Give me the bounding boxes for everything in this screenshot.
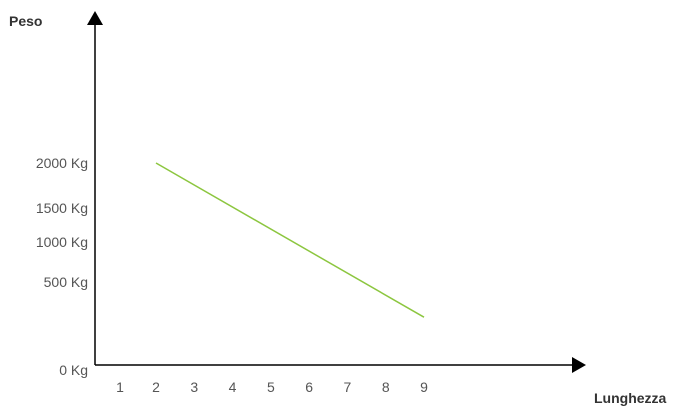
x-axis-title: Lunghezza (594, 390, 667, 406)
y-axis-title: Peso (9, 13, 42, 29)
y-tick-label: 500 Kg (44, 274, 88, 290)
x-tick-label: 6 (305, 379, 313, 395)
series-group (155, 162, 425, 318)
x-tick-label: 8 (382, 379, 390, 395)
y-axis (87, 11, 103, 365)
y-axis-arrow-icon (87, 11, 103, 25)
y-tick-labels: 0 Kg 500 Kg 1000 Kg 1500 Kg 2000 Kg (36, 155, 88, 378)
x-tick-label: 5 (267, 379, 275, 395)
x-tick-label: 2 (152, 379, 160, 395)
x-tick-label: 3 (190, 379, 198, 395)
x-tick-label: 1 (116, 379, 124, 395)
x-tick-label: 4 (229, 379, 237, 395)
y-tick-label: 1500 Kg (36, 200, 88, 216)
series-line (155, 162, 425, 318)
y-tick-label: 1000 Kg (36, 234, 88, 250)
x-tick-label: 9 (420, 379, 428, 395)
y-tick-label: 0 Kg (59, 362, 88, 378)
x-axis-arrow-icon (572, 357, 586, 373)
y-tick-label: 2000 Kg (36, 155, 88, 171)
x-axis (95, 357, 586, 373)
x-tick-label: 7 (344, 379, 352, 395)
x-tick-labels: 1 2 3 4 5 6 7 8 9 (116, 379, 428, 395)
